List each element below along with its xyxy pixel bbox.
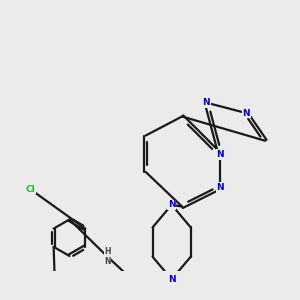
Text: N: N bbox=[168, 275, 176, 284]
Text: N: N bbox=[216, 150, 224, 159]
Text: N: N bbox=[216, 183, 224, 192]
Text: N: N bbox=[168, 200, 176, 209]
Text: H
N: H N bbox=[104, 247, 111, 266]
Text: N: N bbox=[202, 98, 210, 107]
Text: Cl: Cl bbox=[26, 185, 35, 194]
Text: N: N bbox=[242, 109, 250, 118]
